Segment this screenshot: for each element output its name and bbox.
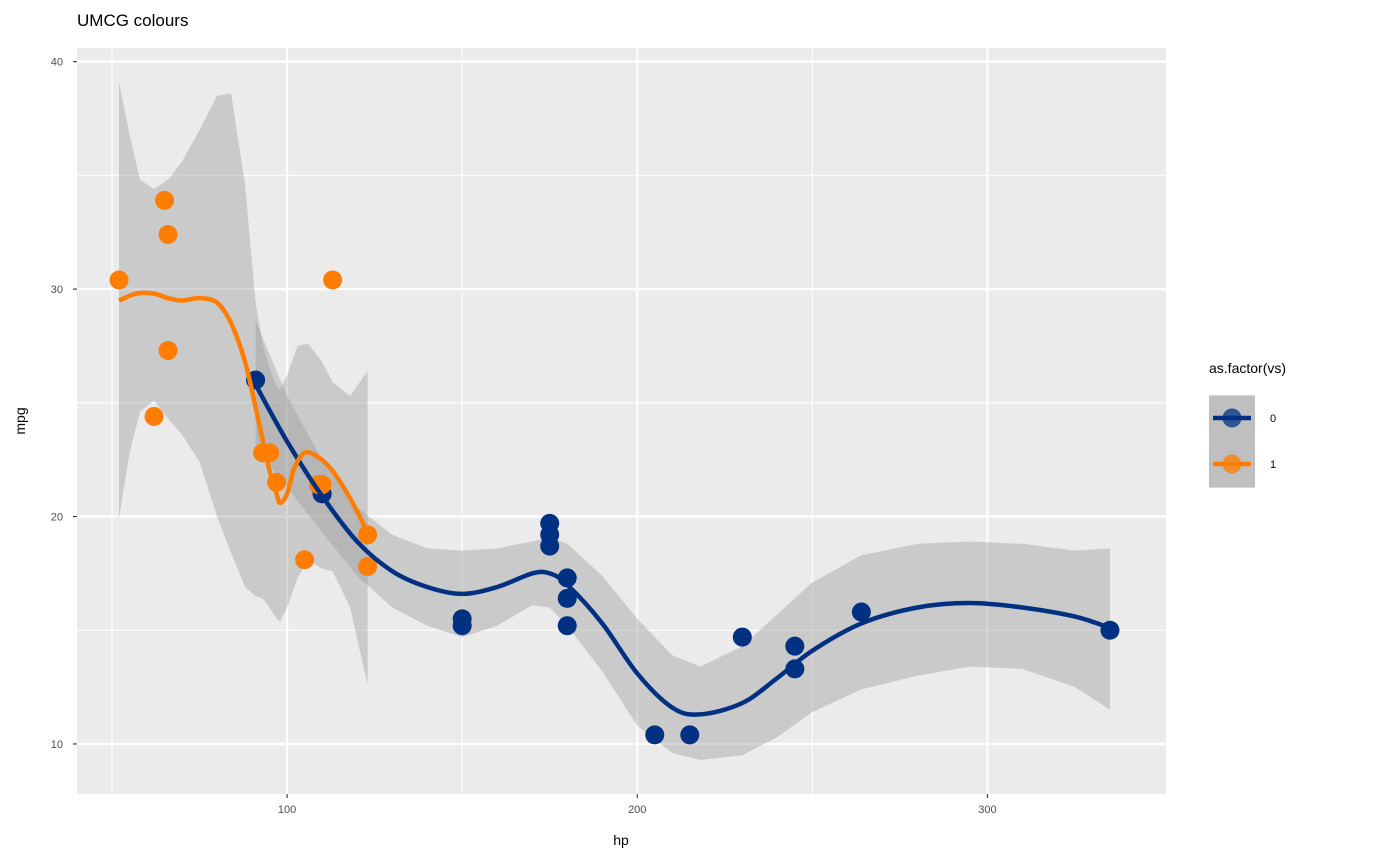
chart-title: UMCG colours <box>77 11 188 30</box>
x-tick-label: 300 <box>978 804 996 816</box>
minor-gridlines <box>77 48 1166 794</box>
data-point-0 <box>680 725 700 745</box>
data-point-1 <box>158 340 178 360</box>
confidence-ribbon-1 <box>119 82 368 685</box>
y-tick-label: 30 <box>51 284 63 296</box>
x-axis-title: hp <box>613 832 629 848</box>
data-point-1 <box>358 557 378 577</box>
data-point-0 <box>785 636 805 656</box>
data-point-0 <box>645 725 665 745</box>
data-point-0 <box>557 588 577 608</box>
legend-key-point <box>1222 408 1242 428</box>
legend-title: as.factor(vs) <box>1209 360 1286 376</box>
data-point-1 <box>109 270 129 290</box>
y-tick-label: 10 <box>51 739 63 751</box>
legend: as.factor(vs) 0 1 <box>1209 360 1286 488</box>
smooth-line-1 <box>118 290 370 534</box>
data-point-1 <box>158 225 178 244</box>
smooth-lines <box>118 290 1111 717</box>
data-points <box>109 190 1120 745</box>
y-axis: 10 20 30 40 <box>51 57 77 751</box>
data-point-0 <box>452 616 472 636</box>
legend-key-point <box>1222 454 1242 474</box>
data-point-0 <box>540 513 560 533</box>
confidence-ribbons <box>119 82 1111 760</box>
legend-label: 0 <box>1270 413 1276 425</box>
x-tick-label: 100 <box>278 804 296 816</box>
data-point-0 <box>785 659 805 679</box>
data-point-0 <box>732 627 752 647</box>
major-gridlines <box>77 48 1166 794</box>
data-point-1 <box>323 270 343 290</box>
data-point-0 <box>557 616 577 636</box>
y-axis-title: mpg <box>12 407 28 434</box>
x-axis: 100 200 300 <box>278 794 997 816</box>
data-point-1 <box>309 475 329 495</box>
y-tick-label: 20 <box>51 512 63 524</box>
data-point-0 <box>851 602 871 622</box>
y-tick-label: 40 <box>51 57 63 69</box>
confidence-ribbon-0 <box>255 320 1111 760</box>
data-point-1 <box>144 406 164 426</box>
data-point-1 <box>155 190 175 210</box>
legend-label: 1 <box>1270 459 1276 471</box>
data-point-1 <box>295 550 315 570</box>
smooth-line-0 <box>253 383 1111 717</box>
x-tick-label: 200 <box>628 804 646 816</box>
data-point-1 <box>358 525 378 545</box>
